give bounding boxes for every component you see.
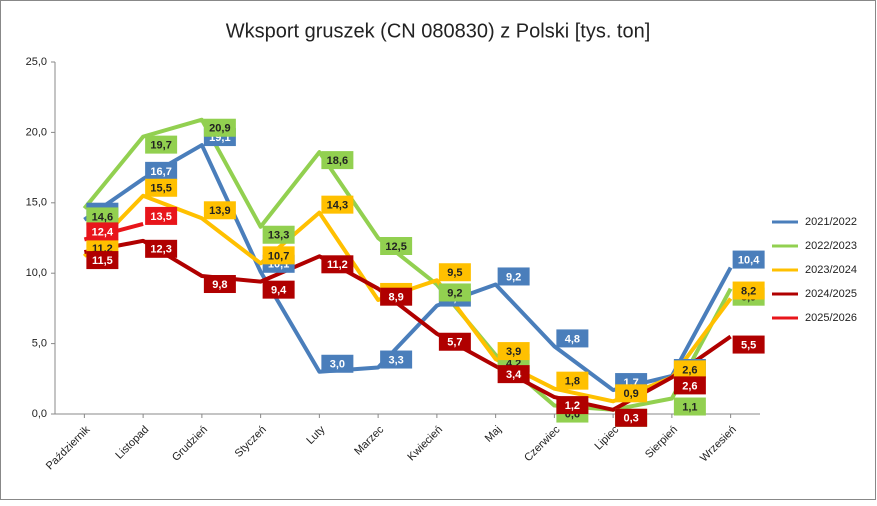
legend-label: 2021/2022 xyxy=(805,216,857,228)
data-label: 20,9 xyxy=(209,123,230,135)
y-tick-label: 20,0 xyxy=(26,126,47,138)
data-label-box xyxy=(321,255,354,274)
data-label: 13,9 xyxy=(209,205,230,217)
data-label: 13,5 xyxy=(150,211,171,223)
data-label-box xyxy=(732,335,765,354)
data-label-box xyxy=(380,237,413,255)
legend-label: 2022/2023 xyxy=(805,240,857,252)
data-label: 15,5 xyxy=(150,183,171,195)
legend-label: 2025/2026 xyxy=(805,312,857,324)
data-label-box xyxy=(556,371,589,390)
data-label-box xyxy=(497,267,530,286)
data-label-box xyxy=(673,376,706,395)
data-label-box xyxy=(145,206,178,225)
data-label: 9,8 xyxy=(212,279,227,291)
data-label-box xyxy=(321,151,354,170)
data-label-box xyxy=(615,408,648,427)
data-label-box xyxy=(732,281,765,300)
data-label: 8,2 xyxy=(741,285,756,297)
data-label-box xyxy=(321,195,354,214)
data-label: 9,4 xyxy=(271,285,287,297)
data-label-box xyxy=(615,384,648,403)
data-label-box xyxy=(380,350,413,369)
data-label-box xyxy=(145,178,178,197)
data-label: 11,2 xyxy=(327,259,348,271)
data-label-box xyxy=(732,250,765,269)
y-tick-label: 0,0 xyxy=(32,408,47,420)
data-label: 10,4 xyxy=(738,254,760,266)
series-line xyxy=(83,238,732,412)
data-label: 12,5 xyxy=(385,241,406,253)
data-label-box xyxy=(497,342,530,361)
data-label: 0,3 xyxy=(623,413,638,425)
data-label: 10,7 xyxy=(268,250,289,262)
data-label: 12,3 xyxy=(150,244,171,256)
data-label-box xyxy=(86,222,119,241)
data-label-box xyxy=(262,225,295,244)
data-label: 2,6 xyxy=(682,380,697,392)
data-label: 18,6 xyxy=(327,155,348,167)
data-label: 9,2 xyxy=(447,287,462,299)
data-label: 5,7 xyxy=(447,337,462,349)
y-tick-label: 25,0 xyxy=(26,56,47,68)
data-label: 11,5 xyxy=(92,255,113,267)
data-label-box xyxy=(438,283,471,302)
data-label: 8,9 xyxy=(388,292,403,304)
data-label-box xyxy=(438,332,471,351)
data-label-box xyxy=(86,207,119,226)
data-label-box xyxy=(145,135,178,154)
data-label: 3,9 xyxy=(506,346,521,358)
data-label-box xyxy=(86,251,119,270)
data-label: 4,8 xyxy=(565,333,580,345)
data-label-box xyxy=(262,246,295,265)
data-label-box xyxy=(203,201,236,220)
data-label: 3,0 xyxy=(330,359,345,371)
data-label: 3,4 xyxy=(506,369,522,381)
data-label: 1,8 xyxy=(565,376,580,388)
data-label-box xyxy=(203,275,236,294)
data-label-box xyxy=(380,287,413,306)
data-label: 3,3 xyxy=(388,354,403,366)
data-label-box xyxy=(203,118,236,137)
data-label: 9,5 xyxy=(447,267,462,279)
data-label-box xyxy=(673,360,706,379)
data-label: 9,2 xyxy=(506,271,521,283)
data-label-box xyxy=(556,396,589,415)
data-label-box xyxy=(497,365,530,384)
series-line xyxy=(82,117,733,412)
y-tick-label: 15,0 xyxy=(26,197,47,209)
data-label-box xyxy=(673,397,706,416)
data-label: 14,6 xyxy=(92,211,113,223)
data-label: 19,7 xyxy=(150,140,171,152)
chart-title: Wksport gruszek (CN 080830) z Polski [ty… xyxy=(226,20,651,42)
data-label: 2,6 xyxy=(682,364,697,376)
data-label-box xyxy=(145,161,178,180)
data-label: 16,7 xyxy=(150,166,171,178)
data-label-box xyxy=(145,239,178,258)
data-label: 12,4 xyxy=(92,226,114,238)
data-label: 1,2 xyxy=(565,400,580,412)
data-label-box xyxy=(321,354,354,373)
data-label: 14,3 xyxy=(327,200,348,212)
y-tick-label: 5,0 xyxy=(32,338,47,350)
data-label-box xyxy=(262,280,295,299)
data-label: 5,5 xyxy=(741,339,756,351)
data-label: 0,9 xyxy=(623,388,638,400)
y-tick-label: 10,0 xyxy=(26,267,47,279)
data-label: 1,1 xyxy=(682,401,697,413)
legend-label: 2024/2025 xyxy=(805,288,857,300)
data-label-box xyxy=(438,263,471,282)
legend-label: 2023/2024 xyxy=(805,264,857,276)
data-label-box xyxy=(556,329,589,348)
data-label: 13,3 xyxy=(268,230,289,242)
